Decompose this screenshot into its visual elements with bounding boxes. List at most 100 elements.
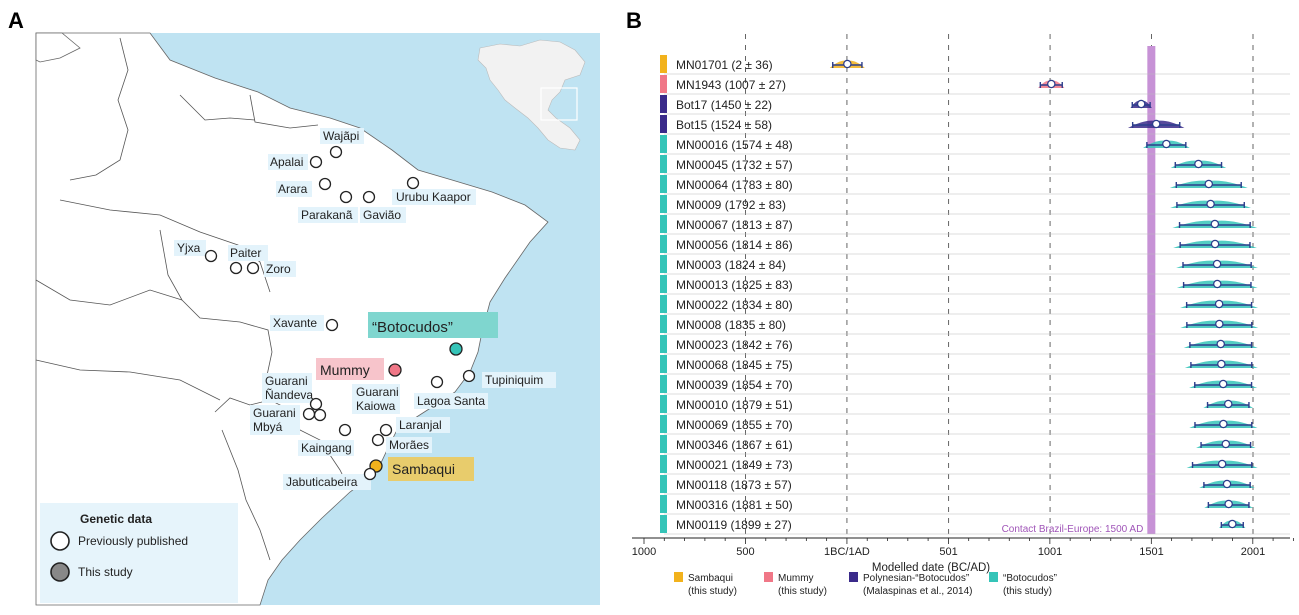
group-legend-sub-1: (this study) [778, 586, 827, 597]
map-site-marker-gkaiowa[interactable] [313, 408, 327, 422]
map-site-marker-lagoa[interactable] [430, 375, 444, 389]
group-bar-16 [660, 375, 667, 393]
group-legend-swatch-2 [849, 572, 858, 582]
sample-label-8: MN00067 (1813 ± 87) [676, 218, 793, 232]
sample-point-8[interactable] [1210, 219, 1220, 229]
group-legend-swatch-0 [674, 572, 683, 582]
map-site-label-zoro: Zoro [266, 262, 291, 276]
sample-point-4[interactable] [1162, 139, 1171, 149]
sample-point-7[interactable] [1206, 199, 1215, 209]
sample-point-12[interactable] [1214, 299, 1224, 309]
map-site-marker-xavante[interactable] [325, 318, 339, 332]
sample-point-17[interactable] [1224, 399, 1233, 409]
map-site-label-arara: Arara [278, 182, 308, 196]
map-site-label-gaviao: Gavião [363, 208, 401, 222]
x-tick-label-0: 1000 [632, 546, 656, 558]
map-sites: Wajãpi Apalai Arara Parakanã Gavião Urubu Kaa… [174, 128, 556, 490]
map-label-bg-tupiniquim [482, 372, 556, 388]
sample-point-14[interactable] [1216, 339, 1225, 349]
map-site-label-tupiniquim: Tupiniquim [485, 373, 543, 387]
group-legend-swatch-3 [989, 572, 998, 582]
map-site-label-lagoa: Lagoa Santa [417, 394, 485, 408]
map-site-label-parakana: Parakanã [301, 208, 353, 222]
group-bar-19 [660, 435, 667, 453]
sample-point-18[interactable] [1219, 419, 1228, 429]
map-site-marker-paiter[interactable] [229, 261, 243, 275]
map-label-bg-lagoa [414, 393, 488, 409]
group-bar-0 [660, 55, 667, 73]
map-label-bg-wajapi [320, 128, 364, 144]
sample-point-5[interactable] [1194, 159, 1203, 169]
map-label-bg-mummy [316, 358, 384, 380]
sample-point-11[interactable] [1213, 279, 1222, 289]
map-site-marker-tupiniquim[interactable] [462, 369, 476, 383]
sample-point-21[interactable] [1222, 479, 1232, 489]
map-site-label-wajapi: Wajãpi [323, 129, 359, 143]
map-label-bg-urubu [392, 189, 476, 205]
map-site-marker-gnandeva[interactable] [309, 397, 323, 411]
sample-point-20[interactable] [1217, 459, 1227, 469]
sample-label-9: MN00056 (1814 ± 86) [676, 238, 793, 252]
legend-published-marker [50, 531, 70, 551]
sample-point-19[interactable] [1221, 439, 1231, 449]
panel-b-label: B [626, 8, 642, 33]
map-site-marker-kaingang[interactable] [338, 423, 352, 437]
x-tick-label-2: 1BC/1AD [824, 546, 870, 558]
map-site-marker-jabuticabeira[interactable] [363, 467, 377, 481]
sample-point-22[interactable] [1224, 499, 1233, 509]
group-bar-18 [660, 415, 667, 433]
group-bar-15 [660, 355, 667, 373]
sample-label-0: MN01701 (2 ± 36) [676, 58, 773, 72]
map-site-marker-arara[interactable] [318, 177, 332, 191]
map-site-marker-botocudos[interactable] [449, 342, 463, 356]
legend-this-study-label: This study [78, 565, 133, 579]
group-bar-23 [660, 515, 667, 533]
sample-point-15[interactable] [1217, 359, 1226, 369]
sample-point-1[interactable] [1047, 79, 1056, 89]
sample-label-4: MN00016 (1574 ± 48) [676, 138, 793, 152]
sample-point-3[interactable] [1152, 119, 1161, 129]
sample-label-5: MN00045 (1732 ± 57) [676, 158, 793, 172]
map-site-marker-wajapi[interactable] [329, 145, 343, 159]
sample-point-23[interactable] [1228, 519, 1237, 529]
map-site-marker-gmbya[interactable] [302, 407, 316, 421]
sample-point-6[interactable] [1204, 179, 1213, 189]
panel-a-label: A [8, 8, 24, 33]
sample-label-20: MN00021 (1849 ± 73) [676, 458, 793, 472]
x-tick-label-4: 1001 [1038, 546, 1062, 558]
map-site-marker-parakana[interactable] [339, 190, 353, 204]
map-site-marker-mummy[interactable] [388, 363, 402, 377]
group-bar-22 [660, 495, 667, 513]
map-label-bg-yjxa [174, 240, 206, 256]
map-site-marker-zoro[interactable] [246, 261, 260, 275]
map-label-bg-botocudos [368, 312, 498, 338]
map-label-bg-arara [276, 181, 312, 197]
sample-point-0[interactable] [843, 59, 852, 69]
sample-point-16[interactable] [1218, 379, 1228, 389]
map-site-label-gmbya: Guarani Mbyá [253, 406, 296, 434]
map-label-bg-sambaqui [388, 457, 474, 481]
map-site-label-urubu: Urubu Kaapor [396, 190, 471, 204]
map-site-marker-urubu[interactable] [406, 176, 420, 190]
map-site-marker-moraes[interactable] [371, 433, 385, 447]
sample-point-13[interactable] [1215, 319, 1224, 329]
map-site-label-paiter: Paiter [230, 246, 261, 260]
map-site-marker-apalai[interactable] [309, 155, 323, 169]
group-bar-9 [660, 235, 667, 253]
sample-label-15: MN00068 (1845 ± 75) [676, 358, 793, 372]
x-tick-label-3: 501 [939, 546, 957, 558]
x-axis-label: Modelled date (BC/AD) [872, 562, 990, 574]
map-site-label-xavante: Xavante [273, 316, 317, 330]
map-site-marker-yjxa[interactable] [204, 249, 218, 263]
sample-point-10[interactable] [1212, 259, 1222, 269]
map-site-label-kaingang: Kaingang [301, 441, 352, 455]
sample-point-9[interactable] [1210, 239, 1220, 249]
map-label-bg-paiter [228, 245, 268, 261]
map-site-marker-gaviao[interactable] [362, 190, 376, 204]
group-bar-10 [660, 255, 667, 273]
map-site-marker-laranjal[interactable] [379, 423, 393, 437]
map-site-label-sambaqui: Sambaqui [392, 461, 455, 477]
sample-point-2[interactable] [1136, 99, 1146, 109]
map-label-bg-gmbya [250, 405, 300, 435]
